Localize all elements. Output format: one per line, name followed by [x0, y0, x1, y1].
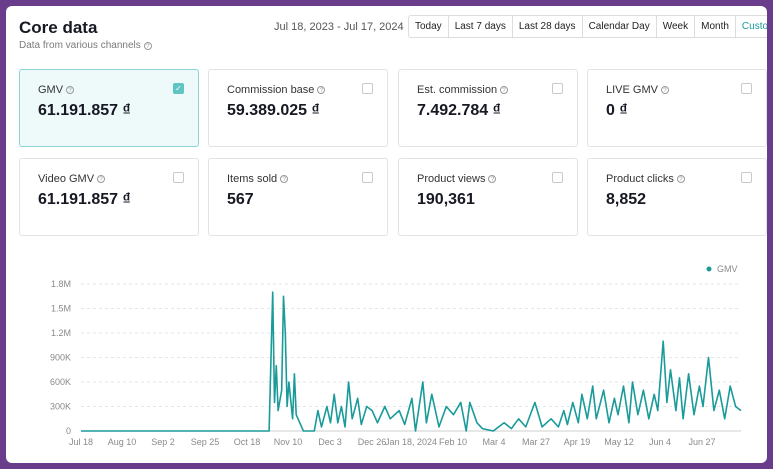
metric-label-text: Product views — [417, 173, 486, 185]
y-tick-label: 0 — [66, 426, 71, 436]
x-tick-label: May 12 — [604, 437, 634, 447]
legend-marker — [706, 266, 712, 272]
metric-label: Items sold? — [227, 173, 289, 185]
page-title: Core data — [19, 18, 98, 37]
metric-value: 0 ₫ — [606, 102, 628, 119]
info-icon[interactable]: ? — [660, 86, 669, 94]
y-tick-label: 1.8M — [51, 279, 71, 289]
metric-checkbox[interactable] — [362, 172, 373, 183]
y-tick-label: 600K — [50, 377, 71, 387]
date-range[interactable]: Jul 18, 2023 - Jul 17, 2024 — [274, 21, 404, 33]
y-tick-label: 1.5M — [51, 304, 71, 314]
info-icon[interactable]: ? — [676, 175, 685, 183]
x-tick-label: Dec 3 — [318, 437, 342, 447]
metric-label: Product clicks? — [606, 173, 685, 185]
metric-card-est-commission[interactable]: Est. commission? 7.492.784 ₫ — [398, 69, 578, 147]
x-tick-label: Jun 27 — [688, 437, 715, 447]
info-icon[interactable]: ? — [97, 175, 106, 183]
gmv-line-chart: 0 300K 600K 900K 1.2M 1.5M 1.8M Jul 18 Aug 10 Sep… — [50, 264, 742, 447]
metric-checkbox[interactable]: ✓ — [173, 83, 184, 94]
x-tick-label: Mar 27 — [522, 437, 550, 447]
x-tick-label: Feb 10 — [439, 437, 467, 447]
metric-checkbox[interactable] — [741, 172, 752, 183]
metric-label: LIVE GMV? — [606, 84, 669, 96]
period-last-7-days[interactable]: Last 7 days — [447, 16, 512, 37]
metric-label-text: Product clicks — [606, 173, 674, 185]
x-tick-label: Jul 18 — [69, 437, 93, 447]
x-tick-label: Jun 4 — [649, 437, 671, 447]
x-tick-label: Jan 18, 2024 — [385, 437, 437, 447]
period-month[interactable]: Month — [694, 16, 735, 37]
x-tick-label: Sep 25 — [191, 437, 220, 447]
x-tick-label: Sep 2 — [151, 437, 175, 447]
metric-checkbox[interactable] — [552, 172, 563, 183]
metric-checkbox[interactable] — [552, 83, 563, 94]
metric-label-text: Video GMV — [38, 173, 95, 185]
metric-checkbox[interactable] — [741, 83, 752, 94]
x-tick-label: Oct 18 — [234, 437, 261, 447]
subtitle-text: Data from various channels — [19, 40, 141, 51]
metric-label: GMV? — [38, 84, 75, 96]
metric-value: 8,852 — [606, 191, 647, 208]
series-line-gmv[interactable] — [81, 291, 742, 432]
metric-label-text: Items sold — [227, 173, 278, 185]
subtitle: Data from various channels ? — [19, 40, 152, 51]
metric-card-video-gmv[interactable]: Video GMV? 61.191.857 ₫ — [19, 158, 199, 236]
metric-value: 567 — [227, 191, 254, 208]
metric-value: 59.389.025 ₫ — [227, 102, 320, 119]
metric-label-text: GMV — [38, 84, 64, 96]
x-tick-label: Aug 10 — [108, 437, 137, 447]
metric-checkbox[interactable] — [173, 172, 184, 183]
metric-value: 61.191.857 ₫ — [38, 102, 131, 119]
metric-checkbox[interactable] — [362, 83, 373, 94]
info-icon[interactable]: ? — [66, 86, 75, 94]
period-selector: Today Last 7 days Last 28 days Calendar … — [408, 15, 767, 38]
metric-label: Video GMV? — [38, 173, 106, 185]
metric-card-commission-base[interactable]: Commission base? 59.389.025 ₫ — [208, 69, 388, 147]
metric-label: Commission base? — [227, 84, 326, 96]
metric-label-text: LIVE GMV — [606, 84, 658, 96]
period-week[interactable]: Week — [655, 16, 694, 37]
metric-card-gmv[interactable]: GMV? 61.191.857 ₫ ✓ — [19, 69, 199, 147]
metric-card-items-sold[interactable]: Items sold? 567 — [208, 158, 388, 236]
metric-value: 7.492.784 ₫ — [417, 102, 501, 119]
metric-label: Est. commission? — [417, 84, 509, 96]
info-icon[interactable]: ? — [317, 86, 326, 94]
x-tick-label: Dec 26 — [358, 437, 387, 447]
info-icon[interactable]: ? — [488, 175, 497, 183]
y-tick-label: 1.2M — [51, 328, 71, 338]
metric-label-text: Commission base — [227, 84, 315, 96]
info-icon[interactable]: ? — [143, 41, 152, 50]
x-tick-label: Apr 19 — [564, 437, 591, 447]
legend-label[interactable]: GMV — [717, 264, 738, 274]
x-tick-label: Mar 4 — [482, 437, 505, 447]
metric-card-product-views[interactable]: Product views? 190,361 — [398, 158, 578, 236]
metric-card-live-gmv[interactable]: LIVE GMV? 0 ₫ — [587, 69, 767, 147]
x-tick-label: Nov 10 — [274, 437, 303, 447]
metric-value: 61.191.857 ₫ — [38, 191, 131, 208]
info-icon[interactable]: ? — [500, 86, 509, 94]
metric-label: Product views? — [417, 173, 497, 185]
y-tick-label: 900K — [50, 353, 71, 363]
metric-label-text: Est. commission — [417, 84, 498, 96]
period-custom[interactable]: Custom — [734, 16, 767, 37]
period-calendar-day[interactable]: Calendar Day — [581, 16, 656, 37]
period-today[interactable]: Today — [415, 21, 442, 32]
metric-value: 190,361 — [417, 191, 475, 208]
period-last-28-days[interactable]: Last 28 days — [511, 16, 582, 37]
core-data-panel: Core data Data from various channels ? J… — [6, 6, 767, 463]
metric-card-product-clicks[interactable]: Product clicks? 8,852 — [587, 158, 767, 236]
y-tick-label: 300K — [50, 402, 71, 412]
info-icon[interactable]: ? — [280, 175, 289, 183]
